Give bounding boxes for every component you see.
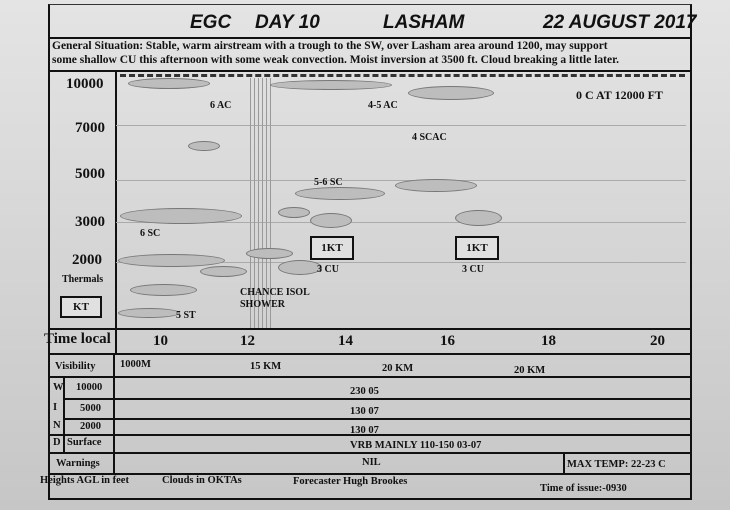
- wind-letter: N: [53, 420, 61, 431]
- sheet-border: [48, 4, 692, 500]
- time-tick: 16: [440, 333, 455, 349]
- wind-level: 5000: [80, 403, 101, 414]
- wind-level: 10000: [76, 382, 103, 393]
- shower-shading: [250, 78, 272, 328]
- cloud-label: 3 CU: [317, 264, 339, 275]
- alt-5000: 5000: [75, 166, 105, 182]
- cloud-label: 5 ST: [176, 310, 196, 321]
- cloud-label: 3 CU: [462, 264, 484, 275]
- alt-2000: 2000: [72, 252, 102, 268]
- warnings-value: NIL: [362, 457, 381, 468]
- top-dashed-line: [120, 74, 685, 77]
- cloud-label: 4-5 AC: [368, 100, 398, 111]
- time-tick: 20: [650, 333, 665, 349]
- alt-10000: 10000: [66, 76, 104, 92]
- shower-label: SHOWER: [240, 299, 286, 310]
- footer-heights: Heights AGL in feet: [40, 475, 129, 486]
- site: LASHAM: [383, 12, 465, 33]
- cloud-label: 5-6 SC: [314, 177, 343, 188]
- alt-3000: 3000: [75, 214, 105, 230]
- wind-letter: I: [53, 402, 58, 413]
- wind-level: 2000: [80, 421, 101, 432]
- thermal-arrow: 1KT: [455, 236, 499, 260]
- wind-value: 130 07: [350, 425, 379, 436]
- warnings-label: Warnings: [56, 458, 100, 469]
- date: 22 AUGUST 2017: [543, 12, 697, 33]
- shower-label: CHANCE ISOL: [240, 287, 310, 298]
- situation-line1: General Situation: Stable, warm airstrea…: [52, 40, 608, 52]
- alt-7000: 7000: [75, 120, 105, 136]
- thermals-label: Thermals: [62, 274, 104, 285]
- time-tick: 12: [240, 333, 255, 349]
- time-tick: 10: [153, 333, 168, 349]
- visibility-value: 15 KM: [250, 361, 282, 372]
- footer-clouds: Clouds in OKTAs: [162, 475, 242, 486]
- freezing-level: 0 C AT 12000 FT: [576, 88, 663, 102]
- thermal-arrow: 1KT: [310, 236, 354, 260]
- cloud-label: 6 AC: [210, 100, 232, 111]
- wind-letter: D: [53, 437, 61, 448]
- org: EGC: [190, 12, 232, 33]
- cloud-label: 6 SC: [140, 228, 161, 239]
- visibility-value: 1000M: [120, 359, 151, 370]
- visibility-value: 20 KM: [514, 365, 546, 376]
- time-tick: 18: [541, 333, 556, 349]
- visibility-value: 20 KM: [382, 363, 414, 374]
- time-tick: 14: [338, 333, 353, 349]
- wind-level: Surface: [67, 437, 102, 448]
- wind-value: 230 05: [350, 386, 379, 397]
- time-label: Time local: [44, 331, 111, 347]
- wind-letter: W: [53, 382, 64, 393]
- max-temp: MAX TEMP: 22-23 C: [567, 459, 666, 470]
- visibility-label: Visibility: [55, 361, 96, 372]
- situation-line2: some shallow CU this afternoon with some…: [52, 54, 619, 66]
- wind-value: 130 07: [350, 406, 379, 417]
- footer-issue: Time of issue:-0930: [540, 483, 627, 494]
- footer-forecaster: Forecaster Hugh Brookes: [293, 476, 408, 487]
- cloud-label: 4 SCAC: [412, 132, 447, 143]
- wind-value: VRB MAINLY 110-150 03-07: [350, 440, 482, 451]
- day: DAY 10: [255, 12, 320, 33]
- thermals-box: KT: [60, 296, 102, 318]
